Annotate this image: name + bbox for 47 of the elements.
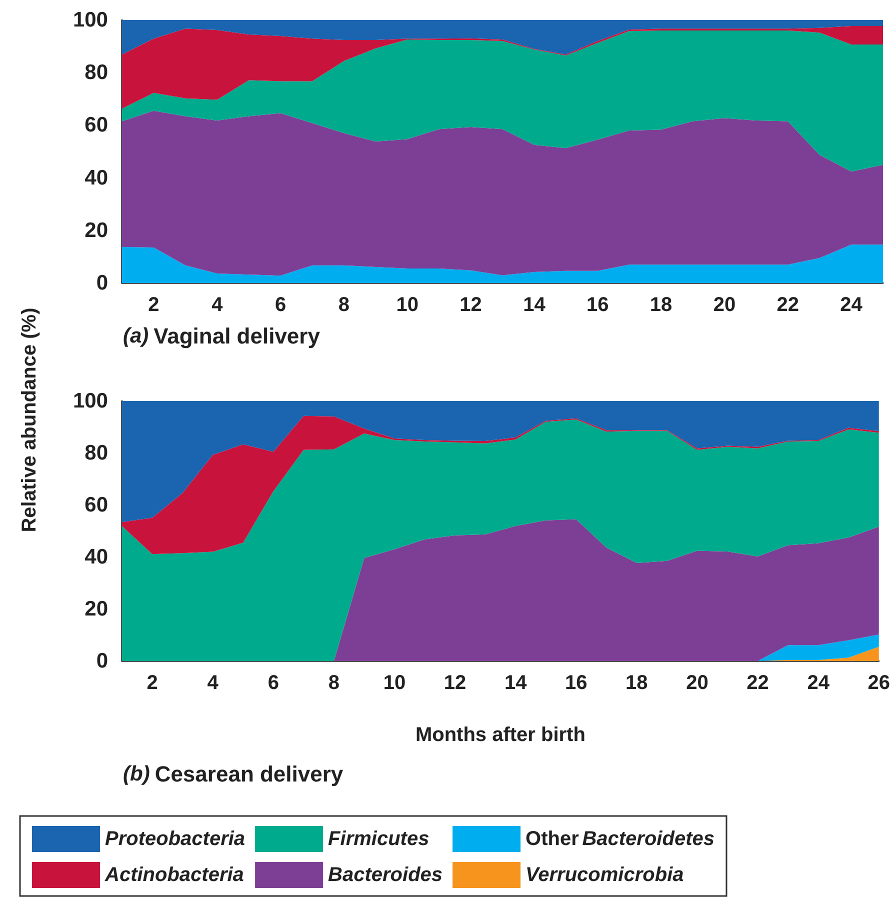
x-axis-title: Months after birth xyxy=(415,724,586,746)
legend-label: Bacteroides xyxy=(328,864,443,886)
text: (b) Cesarean delivery xyxy=(123,762,344,786)
x-tick-label: 4 xyxy=(207,672,220,694)
y-tick-label: 0 xyxy=(96,272,108,294)
x-tick-label: 26 xyxy=(868,672,890,694)
y-tick-label: 80 xyxy=(84,61,108,84)
x-tick-label: 8 xyxy=(328,672,340,694)
x-tick-label: 2 xyxy=(148,294,160,316)
x-tick-label: 24 xyxy=(840,294,864,316)
y-tick-label: 60 xyxy=(84,494,108,516)
y-tick-label: 20 xyxy=(84,598,108,620)
x-tick-label: 14 xyxy=(523,294,546,316)
legend-label: Proteobacteria xyxy=(105,828,246,850)
x-tick-label: 16 xyxy=(565,672,588,694)
x-tick-label: 12 xyxy=(460,294,482,316)
y-axis-title: Relative abundance (%) xyxy=(18,308,42,532)
legend-label: Firmicutes xyxy=(328,828,430,850)
y-tick-label: 20 xyxy=(84,218,108,242)
text: (a) Vaginal delivery xyxy=(123,324,321,348)
x-tick-label: 16 xyxy=(586,294,609,316)
x-tick-label: 22 xyxy=(776,294,799,316)
x-tick-label: 6 xyxy=(274,294,286,316)
x-tick-label: 10 xyxy=(396,294,418,316)
x-tick-label: 22 xyxy=(746,672,769,694)
y-tick-label: 40 xyxy=(84,166,108,190)
y-tick-label: 100 xyxy=(72,8,108,32)
x-tick-label: 24 xyxy=(807,672,830,694)
x-tick-label: 4 xyxy=(212,294,224,316)
y-tick-label: 60 xyxy=(84,114,108,137)
legend-label: Verrucomicrobia xyxy=(526,864,684,886)
x-tick-label: 20 xyxy=(713,294,736,316)
y-tick-label: 80 xyxy=(84,442,108,464)
x-tick-label: 14 xyxy=(504,672,528,694)
y-tick-label: 100 xyxy=(72,390,108,412)
legend-label: Other Bacteroidetes xyxy=(526,828,714,850)
y-tick-label: 0 xyxy=(96,650,108,672)
x-tick-label: 6 xyxy=(268,672,279,694)
y-tick-label: 40 xyxy=(84,546,108,568)
x-tick-label: 8 xyxy=(338,294,350,316)
x-tick-label: 18 xyxy=(626,672,648,694)
x-tick-label: 20 xyxy=(686,672,708,694)
x-tick-label: 12 xyxy=(444,672,466,694)
x-tick-label: 18 xyxy=(650,294,672,316)
x-tick-label: 2 xyxy=(146,672,158,694)
legend-label: Actinobacteria xyxy=(104,864,244,886)
x-tick-label: 10 xyxy=(383,672,406,694)
